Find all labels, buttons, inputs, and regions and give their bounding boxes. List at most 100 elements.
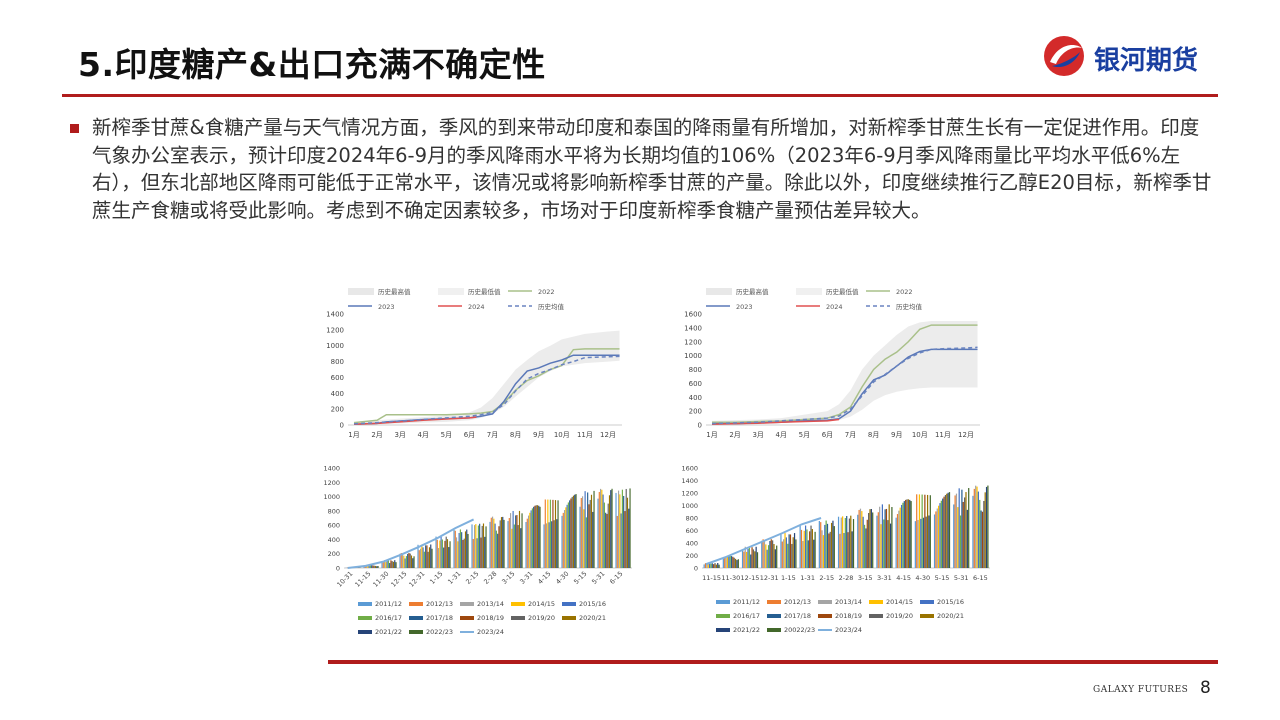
bar [387,560,389,568]
bar [948,492,951,568]
legend-swatch [511,602,525,606]
bar [706,563,708,568]
bar [820,522,822,568]
x-tick-label: 2-15 [819,574,834,582]
x-tick-label: 5-31 [590,570,606,586]
bar [410,555,413,568]
bar [713,564,715,568]
bar [737,559,739,568]
legend-label: 2021/22 [733,626,760,634]
legend-swatch [511,616,525,620]
legend-label: 2012/13 [784,598,811,606]
bar [517,525,519,568]
bar [711,563,713,568]
legend-swatch [460,602,474,606]
y-tick-label: 400 [689,394,702,402]
bar [404,558,406,568]
legend-label: 2018/19 [835,612,862,620]
bar [953,504,955,568]
bar [818,521,820,568]
bar [525,521,527,568]
legend-label: 2017/18 [784,612,811,620]
x-tick-label: 8月 [510,431,521,439]
bar [865,528,867,568]
y-tick-label: 400 [328,536,340,544]
bar [521,513,523,568]
bar [850,515,852,568]
bar [803,530,805,568]
bar [421,544,423,568]
line-chart-2: 历史最高值 历史最低值 2022 2023 2024 历史均值 0 200 400 600 800 1… [684,287,980,439]
bar [829,531,831,568]
bar [747,548,749,568]
bar [843,533,845,568]
bar [584,491,586,568]
bar [909,499,911,568]
bar [795,539,797,568]
bar [787,543,789,568]
bar [490,517,492,568]
bar [924,494,926,568]
legend-label: 2014/15 [886,598,913,606]
bar [446,539,449,568]
bar [763,540,766,568]
y-tick-label: 600 [689,380,702,388]
bar [781,541,783,568]
bar [616,515,618,568]
bar [844,518,846,568]
bar [957,507,959,568]
y-tick-label: 1400 [323,465,340,473]
bar [565,507,567,568]
bar [762,539,764,568]
bar [430,544,432,568]
bar [975,485,977,568]
bar [896,514,899,568]
bar [906,499,908,568]
x-tick-label: 5月 [441,431,452,439]
bar [703,564,705,568]
bar [708,563,711,568]
bar [946,493,948,568]
x-tick-label: 6月 [822,431,833,439]
bar [725,556,727,568]
series-line [353,348,620,424]
bar [581,496,584,568]
chart-thailand-line: 历史最高值 历史最低值 2022 2023 2024 历史均值 0 200 400 600 800 1… [676,280,988,448]
bar [562,512,564,568]
bar [621,489,623,568]
y-tick-label: 1200 [326,326,344,334]
bar [905,499,907,568]
bar [852,519,855,568]
bar [426,545,428,568]
series-line-2023-24 [347,518,475,569]
bar [386,560,388,568]
legend-label: 2019/20 [528,614,555,622]
bar [624,511,626,568]
bar [367,565,369,568]
bar [549,499,551,568]
bar [832,520,834,568]
bar [579,506,581,568]
legend-swatch [869,600,883,604]
bar [530,510,532,568]
series-line-2023-24 [705,517,822,566]
bar [606,513,608,568]
y-tick-label: 0 [336,565,340,573]
legend-swatch [818,600,832,604]
bar [726,555,729,568]
bar [448,547,450,568]
bar [880,524,882,568]
bar [423,551,425,568]
legend-label: 2015/16 [937,598,964,606]
y-tick-label: 600 [331,374,344,382]
footer-brand: GALAXY FUTURES [1093,685,1189,695]
bar [607,503,609,568]
bar [925,516,927,568]
bar [872,512,874,568]
bar [881,504,883,568]
legend-label: 2022 [538,288,555,296]
bar [500,517,503,568]
bar [603,502,605,568]
legend-label: 2017/18 [426,614,453,622]
x-tick-label: 6-15 [608,570,624,586]
